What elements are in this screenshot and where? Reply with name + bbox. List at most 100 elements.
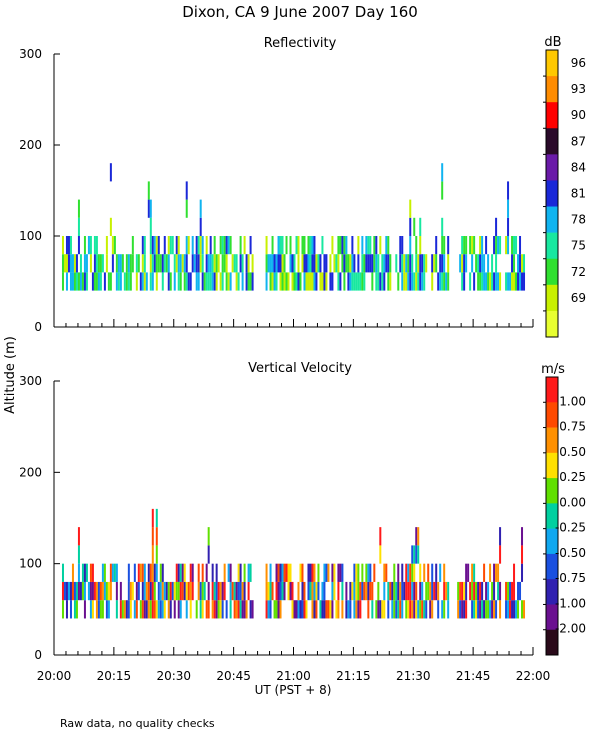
data-cell bbox=[139, 272, 142, 291]
data-cell bbox=[207, 272, 210, 291]
data-cell bbox=[373, 563, 376, 582]
data-cell bbox=[103, 581, 106, 601]
data-cell bbox=[127, 600, 130, 619]
data-cell bbox=[87, 581, 90, 601]
data-cell bbox=[237, 600, 240, 619]
data-cell bbox=[507, 272, 510, 291]
data-cell bbox=[89, 254, 92, 273]
data-cell bbox=[457, 581, 460, 601]
data-cell bbox=[199, 581, 202, 601]
data-cell bbox=[447, 254, 450, 273]
data-cell bbox=[141, 272, 144, 291]
data-cell bbox=[517, 581, 520, 601]
data-cell bbox=[135, 254, 138, 273]
data-cell bbox=[357, 236, 360, 255]
data-cell bbox=[421, 272, 424, 291]
data-cell bbox=[247, 563, 250, 582]
data-cell bbox=[291, 581, 294, 601]
data-cell bbox=[507, 581, 510, 601]
data-cell bbox=[143, 581, 146, 601]
data-cell bbox=[445, 581, 448, 601]
data-cell bbox=[479, 272, 482, 291]
data-cell bbox=[99, 600, 102, 619]
x-tick-label: 20:00 bbox=[37, 669, 72, 683]
data-cell bbox=[459, 254, 462, 273]
data-cell bbox=[389, 254, 392, 273]
data-cell bbox=[163, 236, 166, 255]
colorbar-label: 84 bbox=[571, 160, 586, 174]
data-cell bbox=[379, 600, 382, 619]
data-cell bbox=[279, 254, 282, 273]
data-cell bbox=[317, 254, 320, 273]
data-cell bbox=[441, 254, 444, 273]
data-cell bbox=[463, 272, 466, 291]
data-cell bbox=[289, 581, 292, 601]
data-cell bbox=[65, 581, 68, 601]
data-cell bbox=[275, 600, 278, 619]
data-cell bbox=[229, 272, 232, 291]
colorbar-swatch bbox=[546, 50, 558, 77]
data-cell bbox=[219, 236, 222, 255]
data-cell bbox=[307, 254, 310, 273]
data-cell bbox=[509, 581, 512, 601]
data-cell bbox=[423, 600, 426, 619]
data-cell bbox=[407, 254, 410, 273]
data-cell bbox=[443, 581, 446, 601]
data-cell bbox=[267, 254, 270, 273]
data-cell bbox=[189, 581, 192, 601]
data-cell bbox=[343, 236, 346, 255]
data-cell bbox=[517, 600, 520, 619]
data-cell bbox=[163, 581, 166, 601]
data-cell bbox=[221, 600, 224, 619]
data-cell bbox=[203, 581, 206, 601]
data-cell bbox=[65, 254, 68, 273]
data-cell bbox=[265, 581, 268, 601]
data-cell bbox=[497, 563, 500, 582]
data-cell bbox=[111, 254, 114, 273]
data-cell bbox=[301, 581, 304, 601]
data-cell bbox=[399, 236, 402, 255]
data-cell bbox=[483, 254, 486, 273]
data-cell bbox=[171, 581, 174, 601]
data-cell bbox=[483, 600, 486, 619]
data-cell bbox=[323, 563, 326, 582]
data-cell bbox=[265, 272, 268, 291]
data-cell bbox=[479, 581, 482, 601]
colorbar-swatch bbox=[546, 478, 558, 504]
data-cell bbox=[103, 272, 106, 291]
data-cell bbox=[235, 272, 238, 291]
data-cell bbox=[153, 581, 156, 601]
data-cell bbox=[521, 272, 524, 291]
data-cell bbox=[505, 600, 508, 619]
data-cell bbox=[351, 272, 354, 291]
data-cell bbox=[381, 272, 384, 291]
data-cell bbox=[177, 600, 180, 619]
data-cell bbox=[81, 581, 84, 601]
data-cell bbox=[419, 600, 422, 619]
data-cell bbox=[231, 254, 234, 273]
data-cell bbox=[415, 545, 418, 564]
data-cell bbox=[313, 254, 316, 273]
data-cell bbox=[125, 254, 128, 273]
data-cell bbox=[91, 581, 94, 601]
data-cell bbox=[221, 254, 224, 273]
data-cell bbox=[145, 600, 148, 619]
data-cell bbox=[381, 254, 384, 273]
data-cell bbox=[315, 272, 318, 291]
data-cell bbox=[373, 236, 376, 255]
data-cell bbox=[433, 254, 436, 273]
data-cell bbox=[417, 254, 420, 273]
data-cell bbox=[471, 563, 474, 582]
data-cell bbox=[85, 563, 88, 582]
data-cell bbox=[113, 236, 116, 255]
data-cell bbox=[209, 272, 212, 291]
data-cell bbox=[481, 272, 484, 291]
data-cell bbox=[429, 581, 432, 601]
data-cell bbox=[403, 254, 406, 273]
data-cell bbox=[239, 563, 242, 582]
y-axis-label: Altitude (m) bbox=[3, 336, 18, 414]
data-cell bbox=[65, 272, 68, 291]
data-cell bbox=[237, 272, 240, 291]
x-tick-label: 21:15 bbox=[336, 669, 371, 683]
data-cell bbox=[487, 600, 490, 619]
